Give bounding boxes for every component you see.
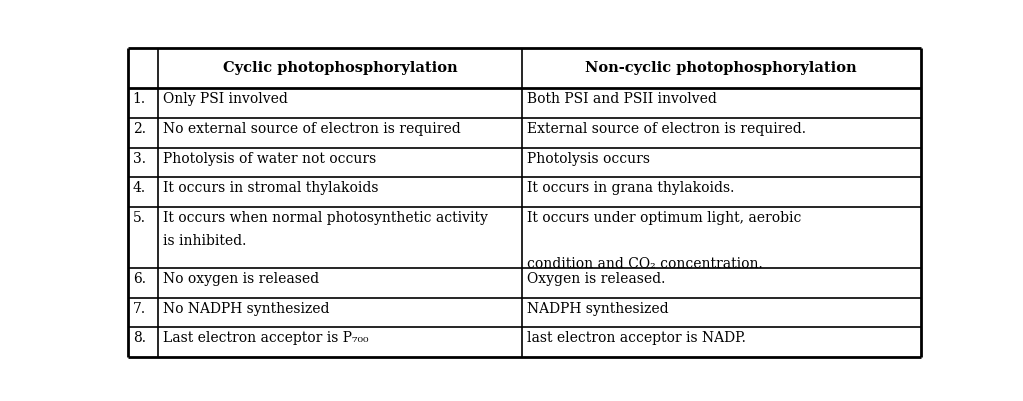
Text: 4.: 4. — [133, 181, 145, 195]
Text: Photolysis of water not occurs: Photolysis of water not occurs — [163, 152, 376, 166]
Text: 3.: 3. — [133, 152, 145, 166]
Text: Oxygen is released.: Oxygen is released. — [527, 272, 665, 286]
Text: Both PSI and PSII involved: Both PSI and PSII involved — [527, 92, 716, 106]
Text: No oxygen is released: No oxygen is released — [163, 272, 319, 286]
Text: It occurs in stromal thylakoids: It occurs in stromal thylakoids — [163, 181, 379, 195]
Text: Non-cyclic photophosphorylation: Non-cyclic photophosphorylation — [585, 61, 857, 75]
Text: 7.: 7. — [133, 302, 145, 316]
Text: Cyclic photophosphorylation: Cyclic photophosphorylation — [223, 61, 457, 75]
Text: Last electron acceptor is P₇₀₀: Last electron acceptor is P₇₀₀ — [163, 331, 368, 345]
Text: NADPH synthesized: NADPH synthesized — [527, 302, 668, 316]
Text: It occurs under optimum light, aerobic

condition and CO₂ concentration.: It occurs under optimum light, aerobic c… — [527, 211, 801, 271]
Text: No NADPH synthesized: No NADPH synthesized — [163, 302, 329, 316]
Text: 5.: 5. — [133, 211, 145, 225]
Text: 2.: 2. — [133, 122, 145, 136]
Text: 1.: 1. — [133, 92, 145, 106]
Text: Photolysis occurs: Photolysis occurs — [527, 152, 650, 166]
Text: 6.: 6. — [133, 272, 145, 286]
Text: 8.: 8. — [133, 331, 145, 345]
Text: It occurs in grana thylakoids.: It occurs in grana thylakoids. — [527, 181, 735, 195]
Text: No external source of electron is required: No external source of electron is requir… — [163, 122, 460, 136]
Text: Only PSI involved: Only PSI involved — [163, 92, 287, 106]
Text: last electron acceptor is NADP.: last electron acceptor is NADP. — [527, 331, 746, 345]
Text: It occurs when normal photosynthetic activity
is inhibited.: It occurs when normal photosynthetic act… — [163, 211, 488, 248]
Text: External source of electron is required.: External source of electron is required. — [527, 122, 806, 136]
